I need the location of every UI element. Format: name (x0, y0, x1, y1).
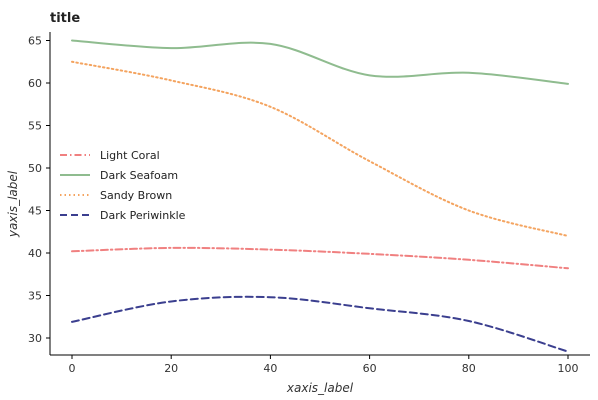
series-line-dark-periwinkle (71, 295, 569, 353)
y-tick-label: 45 (28, 205, 42, 218)
x-tick-label: 0 (69, 362, 76, 375)
x-tick-label: 100 (558, 362, 579, 375)
legend-label: Sandy Brown (100, 189, 172, 202)
y-tick-label: 65 (28, 35, 42, 48)
y-tick-label: 50 (28, 162, 42, 175)
legend: Light Coral Dark Seafoam Sandy Brown Dark P… (60, 149, 186, 222)
legend-label: Light Coral (100, 149, 160, 162)
x-tick-label: 40 (263, 362, 277, 375)
series-line-light-coral (71, 246, 569, 270)
y-tick-label: 30 (28, 332, 42, 345)
series-line-dark-seafoam (71, 39, 569, 85)
x-tick-label: 60 (363, 362, 377, 375)
x-axis-title: xaxis_label (286, 381, 354, 395)
series-layer (71, 39, 569, 353)
y-tick-label: 35 (28, 290, 42, 303)
axes: 30 35 40 45 50 55 60 65 0 20 40 60 80 100 (28, 32, 590, 375)
y-tick-label: 60 (28, 77, 42, 90)
chart-title: title (50, 11, 80, 26)
y-axis-title: yaxis_label (6, 170, 20, 238)
legend-label: Dark Seafoam (100, 169, 178, 182)
series-line-sandy-brown (71, 60, 569, 237)
x-tick-label: 80 (462, 362, 476, 375)
y-tick-label: 40 (28, 247, 42, 260)
y-tick-label: 55 (28, 120, 42, 133)
x-tick-label: 20 (164, 362, 178, 375)
legend-label: Dark Periwinkle (100, 209, 186, 222)
